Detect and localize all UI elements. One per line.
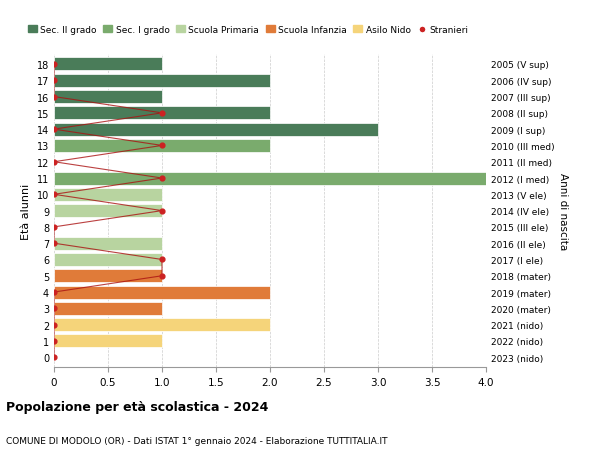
Point xyxy=(157,256,167,263)
Bar xyxy=(54,74,270,88)
Point xyxy=(49,305,59,312)
Bar xyxy=(54,253,162,266)
Point xyxy=(49,191,59,199)
Y-axis label: Anni di nascita: Anni di nascita xyxy=(559,173,568,250)
Bar xyxy=(54,205,162,218)
Bar xyxy=(54,335,162,348)
Point xyxy=(49,224,59,231)
Bar xyxy=(54,188,162,202)
Y-axis label: Età alunni: Età alunni xyxy=(21,183,31,239)
Point xyxy=(157,273,167,280)
Bar xyxy=(54,269,162,283)
Point xyxy=(49,94,59,101)
Bar xyxy=(54,140,270,152)
Point xyxy=(49,289,59,296)
Point xyxy=(49,240,59,247)
Bar xyxy=(54,58,162,71)
Bar xyxy=(54,172,486,185)
Point xyxy=(49,78,59,85)
Point xyxy=(157,175,167,182)
Bar xyxy=(54,237,162,250)
Bar xyxy=(54,123,378,136)
Bar xyxy=(54,302,162,315)
Text: Popolazione per età scolastica - 2024: Popolazione per età scolastica - 2024 xyxy=(6,400,268,413)
Bar xyxy=(54,91,162,104)
Point xyxy=(49,126,59,134)
Bar xyxy=(54,107,270,120)
Point xyxy=(157,207,167,215)
Point xyxy=(157,142,167,150)
Bar xyxy=(54,319,270,331)
Point xyxy=(49,321,59,329)
Point xyxy=(49,159,59,166)
Point xyxy=(49,61,59,68)
Legend: Sec. II grado, Sec. I grado, Scuola Primaria, Scuola Infanzia, Asilo Nido, Stran: Sec. II grado, Sec. I grado, Scuola Prim… xyxy=(24,22,472,38)
Text: COMUNE DI MODOLO (OR) - Dati ISTAT 1° gennaio 2024 - Elaborazione TUTTITALIA.IT: COMUNE DI MODOLO (OR) - Dati ISTAT 1° ge… xyxy=(6,436,388,445)
Point xyxy=(49,337,59,345)
Point xyxy=(49,354,59,361)
Point xyxy=(157,110,167,117)
Bar xyxy=(54,286,270,299)
